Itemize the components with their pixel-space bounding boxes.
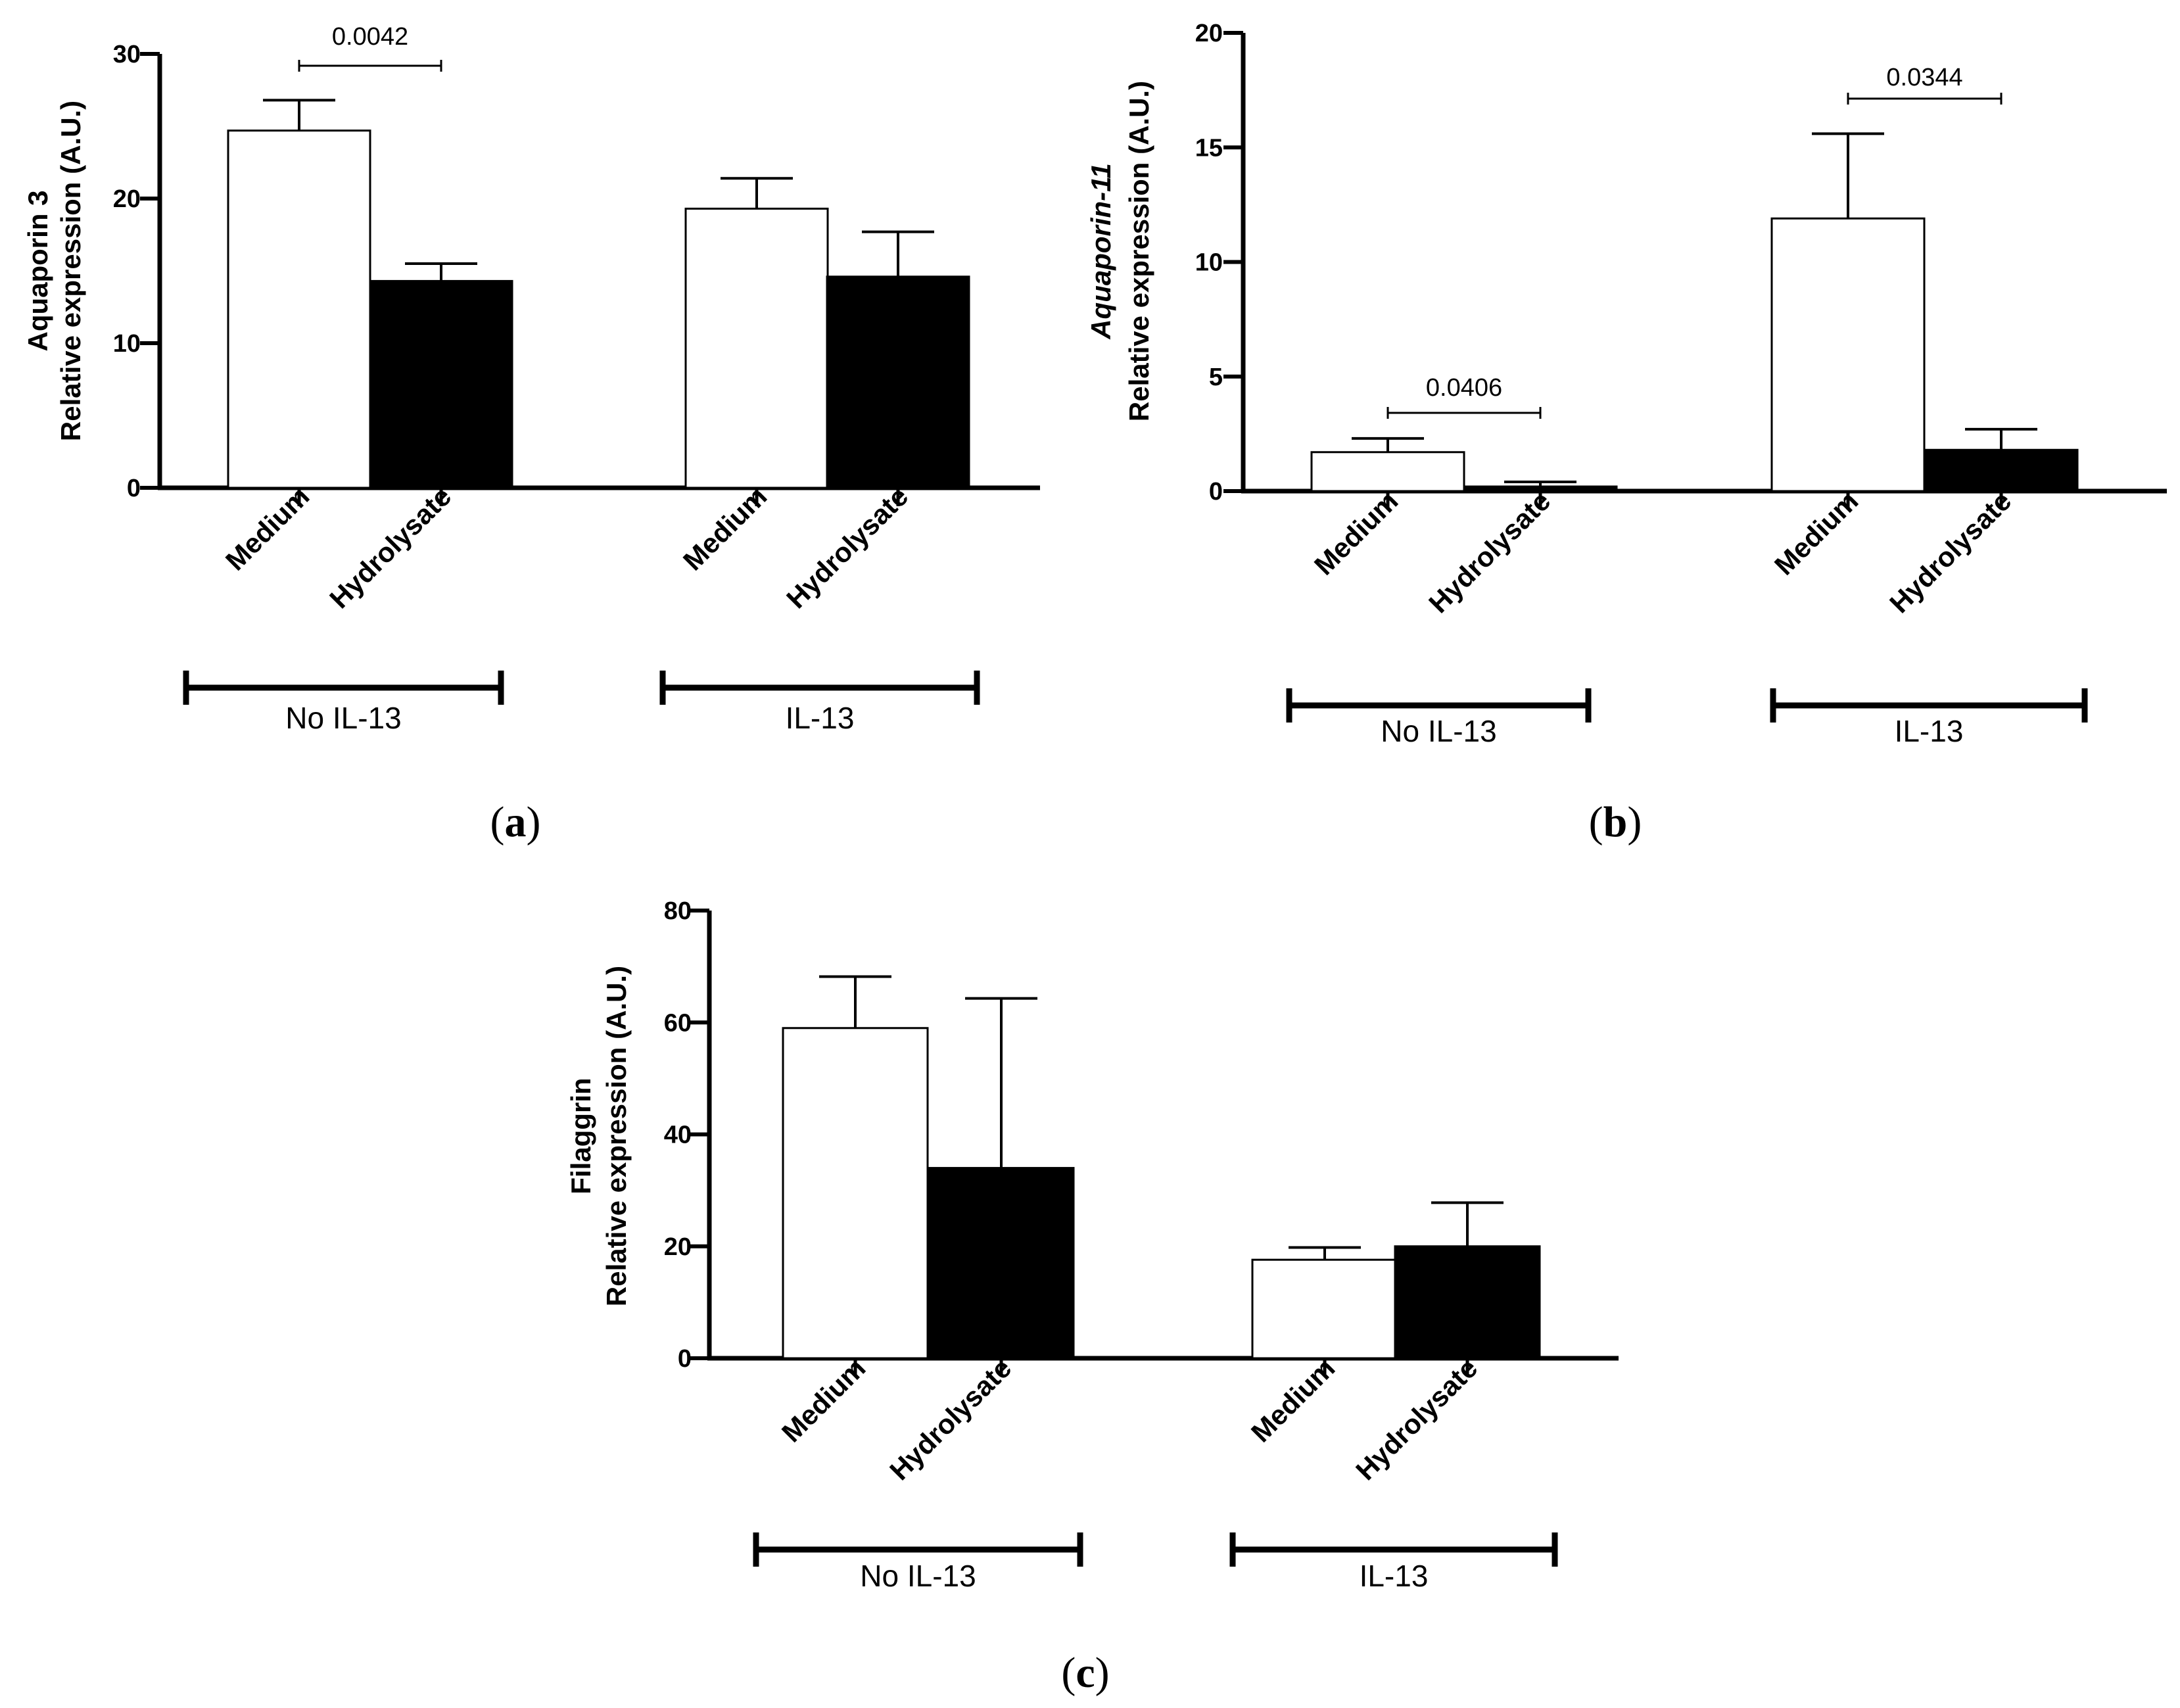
bar-hydrolysate	[1924, 448, 2079, 492]
panel-label: (a)	[490, 798, 541, 846]
y-axis-title-unit: Relative expression (A.U.)	[601, 966, 632, 1306]
x-category-label: Medium	[1768, 485, 1864, 581]
bar-medium	[782, 1027, 929, 1360]
x-category-label: Medium	[776, 1352, 871, 1448]
y-tick-label: 20	[113, 185, 141, 213]
y-tick-label: 60	[664, 1009, 692, 1037]
panel-a: 0 10 20 30 Aquaporin 3 Relative expression (A…	[22, 23, 1040, 846]
x-category-label: Hydrolysate	[1884, 485, 2017, 619]
panel-label-open: (	[1061, 1649, 1076, 1697]
x-category-label: Medium	[220, 481, 315, 576]
y-axis-title-gene: Aquaporin-11	[1085, 163, 1116, 340]
y-tick-label: 20	[664, 1233, 692, 1261]
y-tick-label: 0	[127, 475, 141, 502]
y-axis-title-unit: Relative expression (A.U.)	[55, 101, 86, 441]
y-axis-title-unit: Relative expression (A.U.)	[1124, 81, 1154, 421]
bar-hydrolysate	[1394, 1245, 1541, 1360]
group-label: IL-13	[1895, 714, 1964, 748]
x-category-label: Hydrolysate	[780, 481, 914, 614]
panel-label-close: )	[1095, 1649, 1110, 1697]
y-tick-label: 20	[1195, 20, 1223, 47]
bar-medium	[1310, 451, 1465, 492]
bar-medium	[227, 130, 371, 489]
group-label: IL-13	[786, 701, 855, 735]
y-axis-title-gene: Filaggrin	[565, 1078, 596, 1194]
panel-b: 0 5 10 15 20 Aquaporin-11 Relative expression …	[1085, 20, 2167, 846]
panel-label: (b)	[1589, 798, 1642, 846]
y-tick-label: 30	[113, 41, 141, 68]
y-axis-title-gene: Aquaporin 3	[22, 190, 53, 351]
bar-hydrolysate	[369, 279, 513, 489]
x-category-label: Medium	[677, 481, 772, 576]
x-category-label: Hydrolysate	[1350, 1352, 1483, 1486]
panel-label-close: )	[527, 798, 541, 846]
panel-label-close: )	[1627, 798, 1642, 846]
panel-label-letter: a	[505, 798, 527, 846]
y-tick-label: 5	[1209, 364, 1223, 391]
panel-label: (c)	[1061, 1649, 1109, 1697]
panel-label-open: (	[490, 798, 505, 846]
bar-medium	[1251, 1258, 1398, 1360]
panel-c: 0 20 40 60 80 Filaggrin Relative expression (A…	[565, 897, 1619, 1697]
x-category-label: Hydrolysate	[1423, 485, 1556, 619]
x-category-label: Medium	[1245, 1352, 1340, 1448]
bar-medium	[684, 207, 829, 489]
x-category-label: Hydrolysate	[323, 481, 457, 614]
group-label: No IL-13	[860, 1559, 976, 1593]
group-label: No IL-13	[285, 701, 401, 735]
group-label: No IL-13	[1381, 714, 1496, 748]
bar-medium	[1770, 217, 1926, 492]
y-tick-label: 15	[1195, 134, 1223, 162]
y-tick-label: 80	[664, 897, 692, 925]
y-tick-label: 10	[1195, 249, 1223, 277]
bar-hydrolysate	[928, 1167, 1075, 1360]
panel-label-letter: b	[1603, 798, 1628, 846]
x-category-label: Medium	[1308, 485, 1404, 581]
bar-hydrolysate	[1463, 485, 1618, 492]
bar-hydrolysate	[826, 275, 970, 489]
group-label: IL-13	[1360, 1559, 1429, 1593]
panel-label-letter: c	[1076, 1649, 1095, 1697]
y-tick-label: 0	[678, 1345, 692, 1373]
y-tick-label: 0	[1209, 478, 1223, 506]
y-tick-label: 10	[113, 330, 141, 358]
y-tick-label: 40	[664, 1122, 692, 1149]
panel-label-open: (	[1589, 798, 1603, 846]
x-category-label: Hydrolysate	[884, 1352, 1017, 1486]
p-value-label: 0.0042	[332, 23, 408, 51]
p-value-label: 0.0406	[1426, 374, 1502, 402]
p-value-label: 0.0344	[1886, 64, 1962, 91]
